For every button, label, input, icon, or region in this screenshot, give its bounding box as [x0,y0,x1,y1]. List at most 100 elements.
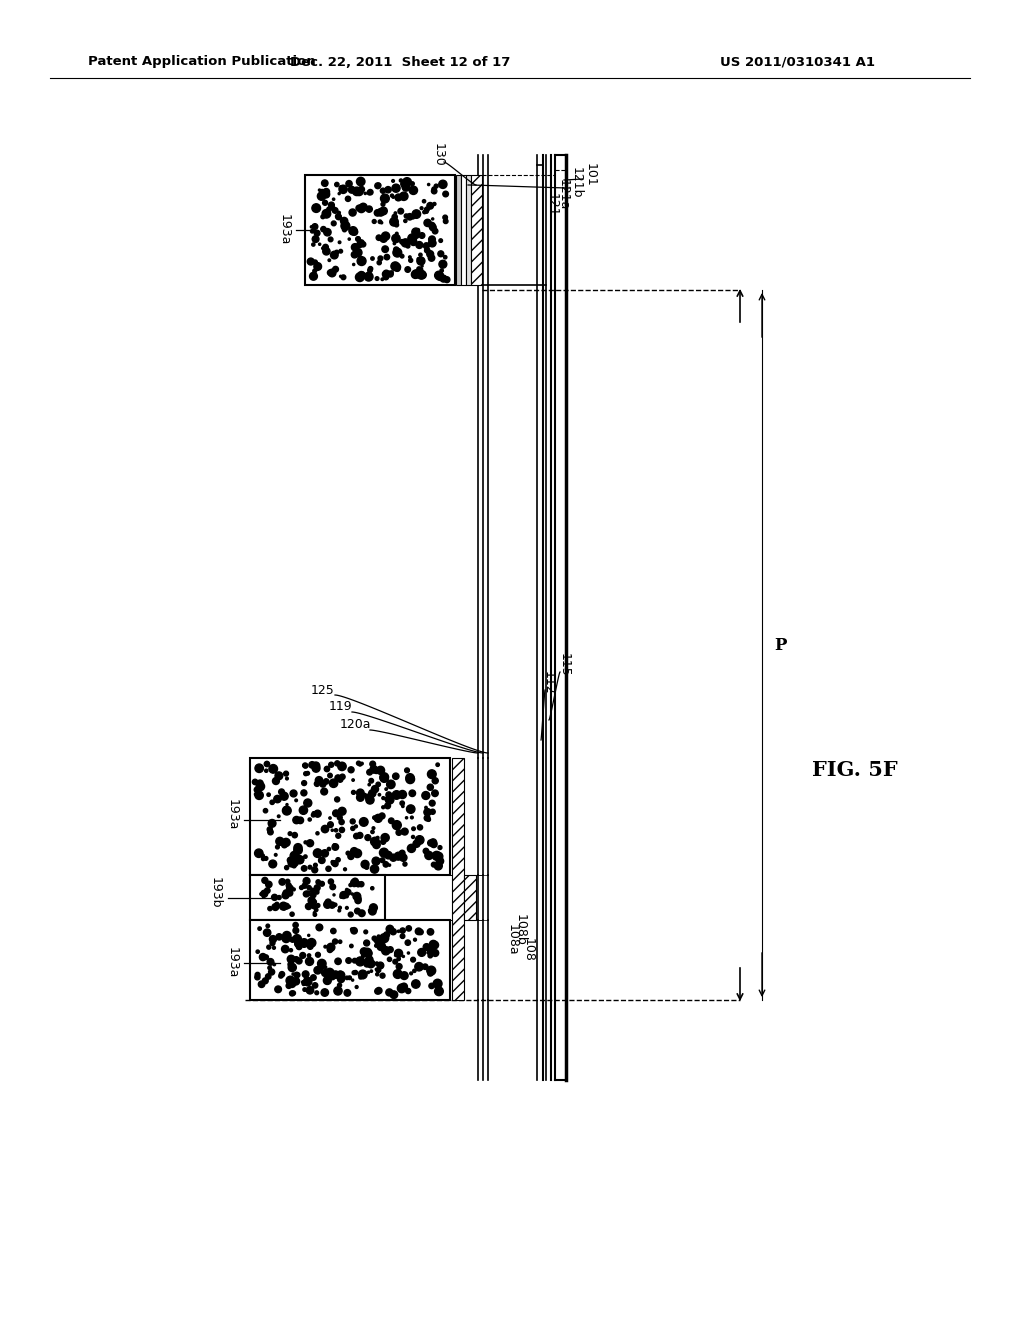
Circle shape [355,273,365,281]
Circle shape [376,968,381,973]
Circle shape [370,904,378,912]
Circle shape [348,912,353,917]
Circle shape [370,962,373,965]
Circle shape [353,970,357,974]
Circle shape [279,974,283,978]
Circle shape [424,809,431,816]
Circle shape [356,177,365,186]
Circle shape [353,248,361,256]
Circle shape [390,929,396,935]
Circle shape [356,793,365,801]
Circle shape [409,259,413,263]
Circle shape [406,817,408,818]
Circle shape [404,768,410,772]
Bar [250,758,450,875]
Circle shape [392,821,401,830]
Circle shape [383,271,390,277]
Circle shape [345,890,351,895]
Circle shape [335,829,338,832]
Circle shape [360,242,366,247]
Circle shape [409,791,416,796]
Circle shape [286,879,290,883]
Circle shape [394,223,398,227]
Circle shape [288,956,295,964]
Circle shape [325,183,327,186]
Circle shape [263,929,270,936]
Circle shape [404,214,409,218]
Circle shape [336,858,340,862]
Circle shape [366,795,372,800]
Circle shape [431,242,435,246]
Text: 121: 121 [546,193,558,216]
Circle shape [367,960,375,968]
Circle shape [345,907,348,909]
Circle shape [377,260,381,265]
Circle shape [286,977,295,985]
Text: Dec. 22, 2011  Sheet 12 of 17: Dec. 22, 2011 Sheet 12 of 17 [290,55,510,69]
Circle shape [352,264,354,265]
Circle shape [355,236,360,242]
Circle shape [282,945,289,953]
Circle shape [374,814,382,822]
Circle shape [295,973,300,978]
Circle shape [352,187,361,195]
Circle shape [328,259,331,261]
Circle shape [435,853,442,861]
Circle shape [371,887,374,890]
Circle shape [424,219,431,227]
Circle shape [338,808,346,816]
Circle shape [319,190,325,194]
Circle shape [360,762,364,764]
Circle shape [330,974,336,979]
Circle shape [345,888,348,891]
Circle shape [270,800,274,804]
Circle shape [400,801,404,805]
Circle shape [312,269,316,273]
Circle shape [337,972,345,979]
Circle shape [392,234,400,243]
Circle shape [349,227,357,235]
Circle shape [357,255,359,257]
Circle shape [390,854,397,861]
Circle shape [308,896,315,904]
Circle shape [398,791,407,799]
Circle shape [418,929,423,935]
Circle shape [309,764,312,767]
Circle shape [308,818,311,821]
Circle shape [418,825,423,830]
Circle shape [428,239,436,247]
Circle shape [293,817,300,824]
Circle shape [375,944,378,948]
Circle shape [369,789,376,797]
Circle shape [334,987,342,995]
Circle shape [355,896,361,902]
Circle shape [429,838,436,846]
Circle shape [262,978,268,983]
Circle shape [368,784,371,785]
Circle shape [371,865,379,873]
Circle shape [387,271,393,277]
Circle shape [316,924,323,931]
Circle shape [429,800,435,807]
Circle shape [380,933,389,942]
Bar [250,920,450,1001]
Circle shape [380,772,389,781]
Circle shape [338,975,345,982]
Circle shape [332,206,335,210]
Circle shape [434,271,443,280]
Circle shape [318,243,321,246]
Circle shape [370,970,373,973]
Circle shape [278,814,280,817]
Circle shape [351,979,353,981]
Circle shape [348,854,354,859]
Circle shape [428,970,433,975]
Circle shape [323,244,329,249]
Circle shape [424,816,430,821]
Circle shape [280,972,285,977]
Circle shape [382,797,385,800]
Circle shape [268,966,271,970]
Circle shape [340,774,345,780]
Circle shape [338,762,346,771]
Circle shape [326,969,334,977]
Circle shape [396,964,402,969]
